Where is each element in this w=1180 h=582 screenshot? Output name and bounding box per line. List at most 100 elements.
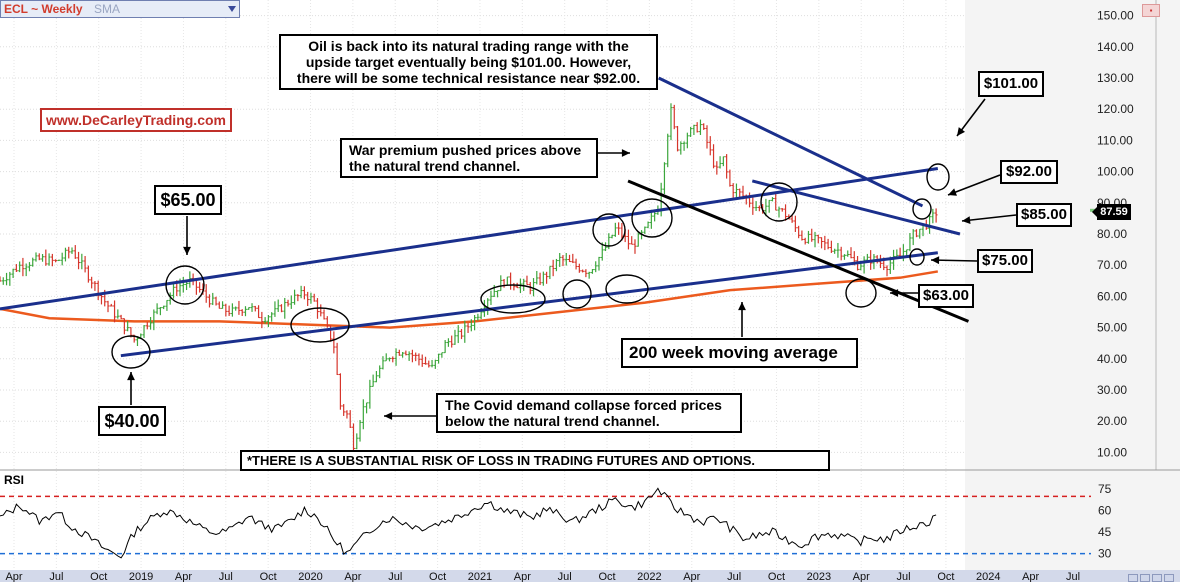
chevron-down-icon[interactable]: [228, 6, 236, 12]
rsi-axis: 75 60 45 30: [1098, 482, 1112, 561]
symbol-label: ECL ~ Weekly: [4, 2, 83, 16]
price-tick-label: 110.00: [1097, 133, 1133, 147]
highlight-circle: [290, 307, 350, 343]
time-tick-label: Jul: [49, 571, 63, 582]
price-axis: 10.00 20.00 30.00 40.00 50.00 60.00 70.00 80.00…: [1090, 9, 1134, 459]
price-label-75: $75.00: [977, 249, 1033, 273]
arrowhead-icon: [127, 372, 135, 381]
arrowhead-icon: [962, 216, 971, 224]
price-tick-label: 150.00: [1097, 9, 1134, 23]
time-tick-label: 2024: [976, 571, 1000, 582]
highlight-circle: [845, 278, 877, 308]
expand-icon[interactable]: [1164, 574, 1174, 582]
time-tick-label: Oct: [937, 571, 954, 582]
time-tick-label: 2019: [129, 571, 153, 582]
highlight-circles: [111, 163, 950, 369]
trend-line-upper-channel: [0, 166, 939, 311]
rsi-tick-label: 75: [1098, 482, 1112, 496]
scroll-left-icon[interactable]: [1128, 574, 1138, 582]
covid-note: The Covid demand collapse forced prices …: [436, 393, 742, 433]
time-tick-label: Apr: [1022, 571, 1039, 582]
price-tick-label: 30.00: [1097, 383, 1127, 397]
scroll-right-icon[interactable]: [1152, 574, 1162, 582]
indicator-label: SMA: [93, 2, 120, 16]
highlight-circle: [165, 265, 205, 305]
rsi-tick-label: 45: [1098, 525, 1112, 539]
highlight-circle: [605, 274, 649, 304]
time-tick-label: Jul: [219, 571, 233, 582]
time-tick-label: Oct: [429, 571, 446, 582]
time-tick-label: Oct: [598, 571, 615, 582]
highlight-circle: [480, 284, 546, 314]
arrowhead-icon: [957, 127, 966, 136]
time-tick-label: Jul: [727, 571, 741, 582]
highlight-circle: [926, 163, 950, 191]
arrowhead-icon: [621, 149, 630, 157]
moving-average-note: 200 week moving average: [621, 338, 858, 368]
time-axis: Apr Jul Oct 2019 Apr Jul Oct 2020 Apr Jul Oct 2021 A…: [5, 571, 1080, 582]
price-label-85: $85.00: [1016, 203, 1072, 227]
rsi-label: RSI: [4, 473, 25, 487]
arrow-shaft: [947, 174, 1001, 196]
arrowhead-icon: [890, 289, 899, 297]
website-label: www.DeCarleyTrading.com: [40, 108, 232, 132]
price-tick-label: 130.00: [1097, 71, 1134, 85]
price-tick-label: 60.00: [1097, 289, 1127, 303]
price-tick-label: 70.00: [1097, 258, 1127, 272]
war-premium-note: War premium pushed prices above the natu…: [340, 138, 598, 178]
highlight-circle: [111, 335, 151, 369]
arrowhead-icon: [183, 246, 191, 255]
arrow-shaft: [961, 214, 1017, 222]
highlight-circle: [562, 279, 592, 309]
rsi-tick-label: 30: [1098, 547, 1112, 561]
trend-line-lower-channel: [120, 251, 939, 358]
time-tick-label: 2023: [807, 571, 831, 582]
symbol-selector[interactable]: ECL ~ Weekly SMA: [0, 0, 240, 18]
price-label-92: $92.00: [1000, 160, 1058, 184]
rsi-tick-label: 60: [1098, 504, 1112, 518]
intro-line: upside target eventually being $101.00. …: [305, 54, 632, 70]
price-label-65: $65.00: [154, 185, 222, 215]
price-tick-label: 10.00: [1097, 445, 1127, 459]
highlight-circle: [912, 198, 932, 220]
risk-disclaimer: *THERE IS A SUBSTANTIAL RISK OF LOSS IN …: [240, 450, 830, 471]
time-tick-label: Oct: [260, 571, 277, 582]
annotation-arrows: [127, 98, 1017, 420]
price-tick-label: 80.00: [1097, 227, 1127, 241]
time-tick-label: 2022: [637, 571, 661, 582]
price-tick-label: 40.00: [1097, 352, 1127, 366]
time-tick-label: Apr: [514, 571, 531, 582]
arrowhead-icon: [384, 412, 393, 420]
trend-line-secondary-resistance: [751, 179, 961, 236]
intro-line: Oil is back into its natural trading ran…: [308, 38, 629, 54]
arrowhead-icon: [931, 256, 940, 265]
war-line: the natural trend channel.: [349, 158, 521, 174]
zoom-icon[interactable]: [1140, 574, 1150, 582]
war-line: War premium pushed prices above: [349, 142, 582, 158]
time-tick-label: 2021: [468, 571, 492, 582]
time-tick-label: 2020: [298, 571, 322, 582]
price-tick-label: 20.00: [1097, 414, 1127, 428]
price-tick-label: 50.00: [1097, 321, 1127, 335]
time-tick-label: Apr: [853, 571, 870, 582]
rsi-line: [0, 487, 937, 559]
time-axis-band: [0, 570, 1180, 582]
time-tick-label: Oct: [768, 571, 785, 582]
arrowhead-icon: [948, 188, 957, 196]
time-tick-label: Apr: [344, 571, 361, 582]
trend-lines: [0, 76, 970, 358]
intro-note: Oil is back into its natural trading ran…: [279, 34, 658, 90]
highlight-circle: [909, 248, 925, 266]
highlight-circle: [592, 213, 626, 247]
time-tick-label: Jul: [1066, 571, 1080, 582]
time-tick-label: Apr: [175, 571, 192, 582]
intro-line: there will be some technical resistance …: [296, 70, 641, 86]
highlight-circle: [631, 198, 673, 238]
price-tick-label: 140.00: [1097, 40, 1134, 54]
chart-settings-icon[interactable]: ▪: [1142, 4, 1160, 17]
price-label-40: $40.00: [98, 406, 166, 436]
price-label-101: $101.00: [978, 71, 1044, 97]
arrowhead-icon: [738, 302, 746, 311]
price-label-63: $63.00: [918, 284, 974, 308]
price-tick-label: 100.00: [1097, 165, 1134, 179]
